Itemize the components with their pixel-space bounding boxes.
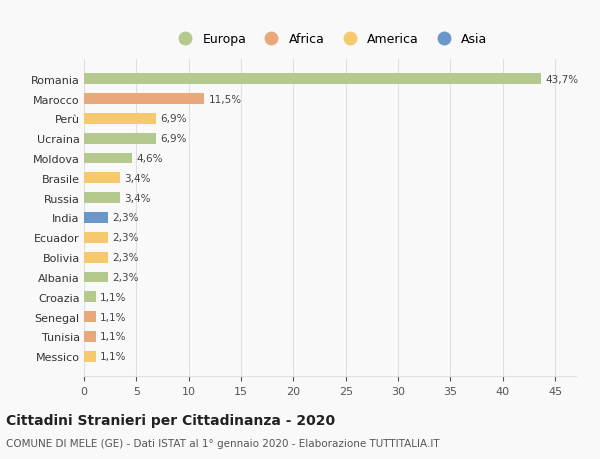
Text: Cittadini Stranieri per Cittadinanza - 2020: Cittadini Stranieri per Cittadinanza - 2… [6, 413, 335, 427]
Text: 43,7%: 43,7% [545, 74, 579, 84]
Bar [84, 173, 119, 184]
Text: 2,3%: 2,3% [112, 272, 139, 282]
Bar [84, 153, 132, 164]
Bar [84, 74, 541, 85]
Text: 6,9%: 6,9% [160, 114, 187, 124]
Bar [84, 331, 95, 342]
Bar [84, 114, 156, 124]
Text: 3,4%: 3,4% [124, 174, 150, 184]
Bar [84, 94, 205, 105]
Text: 6,9%: 6,9% [160, 134, 187, 144]
Text: 1,1%: 1,1% [100, 312, 126, 322]
Legend: Europa, Africa, America, Asia: Europa, Africa, America, Asia [167, 28, 493, 51]
Text: 11,5%: 11,5% [209, 94, 242, 104]
Bar [84, 232, 108, 243]
Bar [84, 312, 95, 322]
Text: 2,3%: 2,3% [112, 213, 139, 223]
Text: 3,4%: 3,4% [124, 193, 150, 203]
Bar [84, 292, 95, 302]
Bar [84, 193, 119, 204]
Bar [84, 272, 108, 283]
Text: 1,1%: 1,1% [100, 292, 126, 302]
Text: 2,3%: 2,3% [112, 233, 139, 243]
Bar [84, 351, 95, 362]
Text: 1,1%: 1,1% [100, 332, 126, 342]
Text: 4,6%: 4,6% [136, 154, 163, 164]
Text: 1,1%: 1,1% [100, 352, 126, 362]
Text: 2,3%: 2,3% [112, 252, 139, 263]
Bar [84, 252, 108, 263]
Text: COMUNE DI MELE (GE) - Dati ISTAT al 1° gennaio 2020 - Elaborazione TUTTITALIA.IT: COMUNE DI MELE (GE) - Dati ISTAT al 1° g… [6, 438, 440, 448]
Bar [84, 213, 108, 224]
Bar [84, 134, 156, 144]
